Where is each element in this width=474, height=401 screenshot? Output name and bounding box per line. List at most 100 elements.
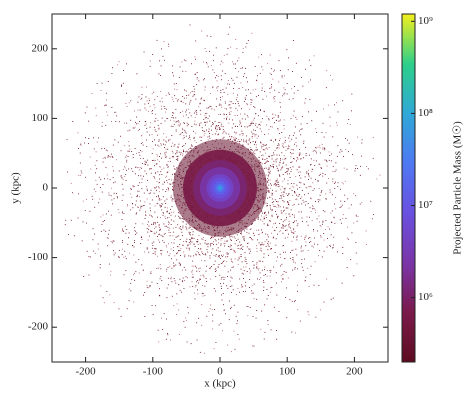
particle xyxy=(251,32,253,34)
particle xyxy=(226,108,227,110)
particle xyxy=(228,111,230,113)
particle xyxy=(168,93,170,95)
particle xyxy=(139,209,141,211)
particle xyxy=(288,203,289,205)
particle xyxy=(321,191,322,193)
particle xyxy=(135,204,136,206)
particle xyxy=(99,264,101,265)
particle xyxy=(298,130,300,132)
particle xyxy=(169,253,171,255)
particle xyxy=(136,116,137,118)
particle xyxy=(139,154,141,156)
particle xyxy=(329,228,330,230)
particle xyxy=(284,178,285,180)
particle xyxy=(206,35,208,37)
particle xyxy=(324,159,326,161)
particle xyxy=(254,124,256,126)
particle xyxy=(317,180,319,181)
particle xyxy=(92,198,94,200)
particle xyxy=(268,155,270,157)
particle xyxy=(92,228,94,230)
particle xyxy=(150,192,151,194)
particle xyxy=(250,142,251,143)
particle xyxy=(205,278,207,279)
particle xyxy=(199,271,201,272)
particle xyxy=(107,156,109,158)
particle xyxy=(227,48,229,49)
particle xyxy=(232,249,234,251)
particle xyxy=(267,244,269,246)
particle xyxy=(308,111,309,113)
particle xyxy=(238,88,240,89)
particle xyxy=(217,86,219,88)
particle xyxy=(131,279,133,281)
particle xyxy=(106,174,108,176)
particle xyxy=(337,111,339,113)
particle xyxy=(122,231,124,232)
particle xyxy=(153,104,155,106)
particle xyxy=(155,131,157,132)
particle xyxy=(195,253,197,255)
particle xyxy=(189,227,191,228)
particle xyxy=(185,223,187,225)
particle xyxy=(113,240,115,242)
particle xyxy=(282,194,284,196)
particle xyxy=(283,196,285,197)
particle xyxy=(245,141,247,142)
particle xyxy=(199,103,201,105)
particle xyxy=(313,159,315,161)
particle xyxy=(145,162,147,164)
particle xyxy=(203,352,205,354)
particle xyxy=(158,197,160,199)
particle xyxy=(218,324,220,326)
particle xyxy=(102,157,104,159)
particle xyxy=(98,198,100,200)
colorbar-segment xyxy=(402,65,415,69)
particle xyxy=(205,51,207,52)
particle xyxy=(291,249,293,251)
particle xyxy=(303,184,305,185)
particle xyxy=(205,243,207,245)
particle xyxy=(127,150,129,152)
particle xyxy=(329,155,331,156)
particle xyxy=(186,341,188,343)
particle xyxy=(344,194,346,196)
particle xyxy=(304,102,306,104)
particle xyxy=(164,108,166,109)
particle xyxy=(135,230,136,232)
particle xyxy=(328,159,330,161)
particle xyxy=(154,129,156,131)
particle xyxy=(183,288,185,289)
particle xyxy=(173,265,175,267)
particle xyxy=(217,125,219,127)
particle xyxy=(182,155,183,157)
particle xyxy=(149,285,150,287)
particle xyxy=(135,261,137,263)
particle xyxy=(220,257,221,259)
particle xyxy=(104,158,106,159)
particle xyxy=(370,200,372,202)
particle xyxy=(220,92,222,93)
particle xyxy=(276,154,278,156)
particle xyxy=(274,100,276,102)
particle xyxy=(308,286,310,287)
particle xyxy=(152,148,154,150)
particle xyxy=(264,144,266,146)
particle xyxy=(117,197,118,199)
colorbar-segment xyxy=(402,353,415,357)
particle xyxy=(267,203,268,204)
particle xyxy=(128,145,130,147)
particle xyxy=(162,196,164,198)
particle xyxy=(196,241,198,243)
particle xyxy=(236,234,238,236)
particle xyxy=(137,190,138,192)
particle xyxy=(188,149,189,150)
particle xyxy=(341,282,343,284)
particle xyxy=(283,206,284,208)
particle xyxy=(318,174,320,176)
particle xyxy=(302,250,304,252)
particle xyxy=(166,175,167,177)
particle xyxy=(268,119,270,121)
particle xyxy=(252,133,254,135)
particle xyxy=(239,120,241,122)
